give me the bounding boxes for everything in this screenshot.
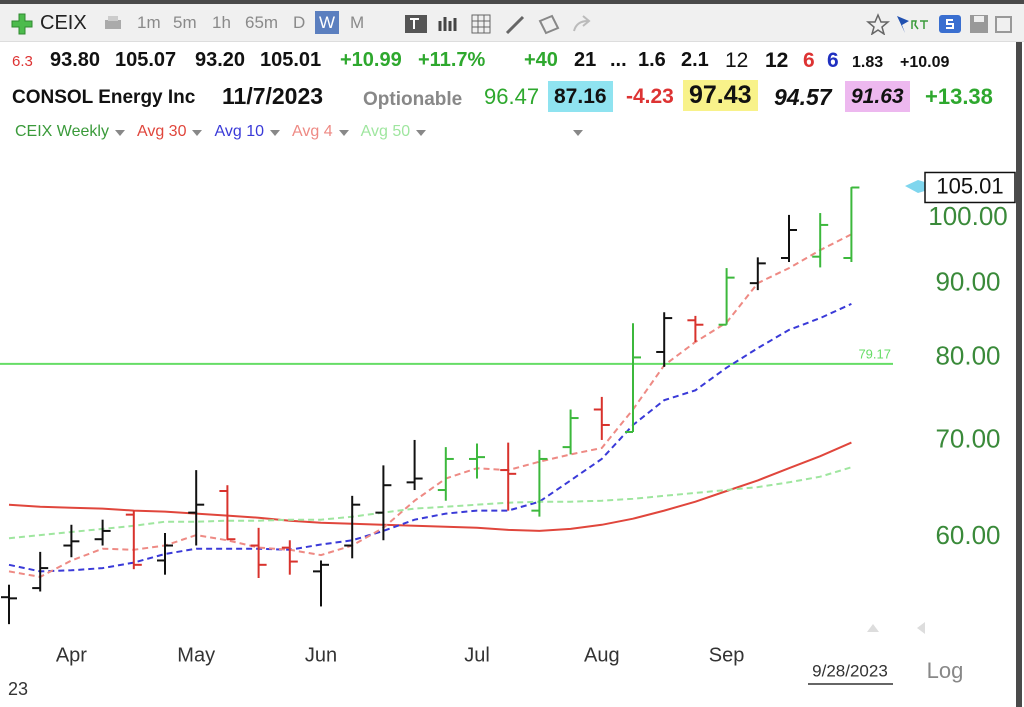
legend-item[interactable]: Avg 10 <box>214 123 265 140</box>
scroll-arrow <box>867 624 879 632</box>
interval[interactable]: 65m <box>245 13 279 32</box>
grid-tool[interactable] <box>470 13 494 35</box>
x-tick-label: Sep <box>709 644 745 666</box>
interval[interactable]: 5m <box>173 13 197 32</box>
optionable: Optionable <box>363 89 463 110</box>
moving-average <box>8 233 852 578</box>
interval[interactable]: 1h <box>212 13 231 32</box>
horizontal-line-label: 79.17 <box>858 346 891 361</box>
info-field: 87.16 <box>548 81 613 112</box>
window-icon[interactable] <box>994 13 1018 35</box>
toolbar: CEIX 1m 5m 1h 65m D W M <box>0 0 1024 42</box>
interval[interactable]: 1m <box>137 13 161 32</box>
x-tick-label: Jun <box>305 644 337 666</box>
quote-field: +10.09 <box>900 54 950 71</box>
scroll-arrow <box>917 622 925 634</box>
interval-active[interactable]: W <box>315 11 340 34</box>
note-tool[interactable] <box>537 13 561 35</box>
quote-field: 21 <box>574 49 597 71</box>
quote-field: 105.01 <box>260 49 322 71</box>
legend-dropdown[interactable] <box>338 130 349 136</box>
interval[interactable]: D <box>293 13 306 32</box>
last-price-label: 105.01 <box>936 173 1003 198</box>
add-icon[interactable] <box>10 12 34 36</box>
rt-icon[interactable] <box>894 13 932 35</box>
share-tool[interactable] <box>570 13 594 35</box>
scale-toggle[interactable]: Log <box>927 658 964 683</box>
x-tick-label: Apr <box>56 644 87 666</box>
y-tick-label: 80.00 <box>935 340 1000 370</box>
quote-field: 6 <box>827 49 839 72</box>
last-price-box <box>924 171 1016 204</box>
interval[interactable]: M <box>350 13 365 32</box>
moving-average <box>8 302 852 573</box>
moving-average <box>8 441 852 532</box>
quote-field: 105.07 <box>115 49 177 71</box>
info-field: +13.38 <box>925 84 993 109</box>
legend-item[interactable]: Avg 50 <box>360 123 411 140</box>
legend-dropdown[interactable] <box>114 130 125 136</box>
legend-item[interactable]: Avg 30 <box>136 123 187 140</box>
year-label: 23 <box>8 679 28 699</box>
legend-dropdown[interactable] <box>192 130 203 136</box>
quote-field: 12 <box>725 49 749 72</box>
y-tick-label: 90.00 <box>935 267 1000 297</box>
company-name: CONSOL Energy Inc <box>12 87 196 108</box>
quote-field: 6 <box>803 49 815 72</box>
panel-dropdown[interactable] <box>573 130 583 136</box>
symbol[interactable]: CEIX <box>40 12 87 34</box>
quote-field: 12 <box>765 49 789 72</box>
quote-field: +10.99 <box>340 49 402 71</box>
quote-field: 6.3 <box>12 53 33 70</box>
legend: CEIX Weekly Avg 30 Avg 10 Avg 4 Avg 50 <box>0 122 1024 142</box>
legend-item[interactable]: CEIX Weekly <box>15 123 109 140</box>
moving-average <box>8 466 852 540</box>
info-field: -4.23 <box>626 85 674 108</box>
quote-field: 1.6 <box>638 49 666 71</box>
quote-field: 1.83 <box>852 54 884 71</box>
x-tick-label: Jul <box>464 644 490 666</box>
x-tick-label: May <box>177 644 215 666</box>
y-tick-label: 100.00 <box>928 201 1008 231</box>
cursor-date: 9/28/2023 <box>812 661 888 680</box>
s-icon[interactable] <box>938 13 964 35</box>
print-icon[interactable] <box>103 14 123 34</box>
info-field: 96.47 <box>484 84 540 109</box>
info-field: 94.57 <box>774 84 832 110</box>
quote-field: +40 <box>524 49 558 71</box>
price-flag <box>905 180 928 193</box>
save-icon[interactable] <box>968 13 992 35</box>
legend-dropdown[interactable] <box>416 130 427 136</box>
bar-tool[interactable] <box>436 13 460 35</box>
quote-field: 93.80 <box>50 49 101 71</box>
info-field: 97.43 <box>683 80 758 111</box>
info-field: 91.63 <box>845 81 910 112</box>
legend-dropdown[interactable] <box>270 130 281 136</box>
y-tick-label: 70.00 <box>935 424 1000 454</box>
legend-item[interactable]: Avg 4 <box>292 123 333 140</box>
quote-field: 93.20 <box>195 49 246 71</box>
quote-field: ... <box>610 49 627 71</box>
y-tick-label: 60.00 <box>935 520 1000 550</box>
quote-field: +11.7% <box>418 49 486 71</box>
text-tool[interactable] <box>404 13 428 35</box>
quote-date: 11/7/2023 <box>222 83 324 109</box>
x-tick-label: Aug <box>584 644 620 666</box>
draw-tool[interactable] <box>503 13 527 35</box>
star-icon[interactable] <box>866 13 890 35</box>
quote-field: 2.1 <box>681 49 709 71</box>
